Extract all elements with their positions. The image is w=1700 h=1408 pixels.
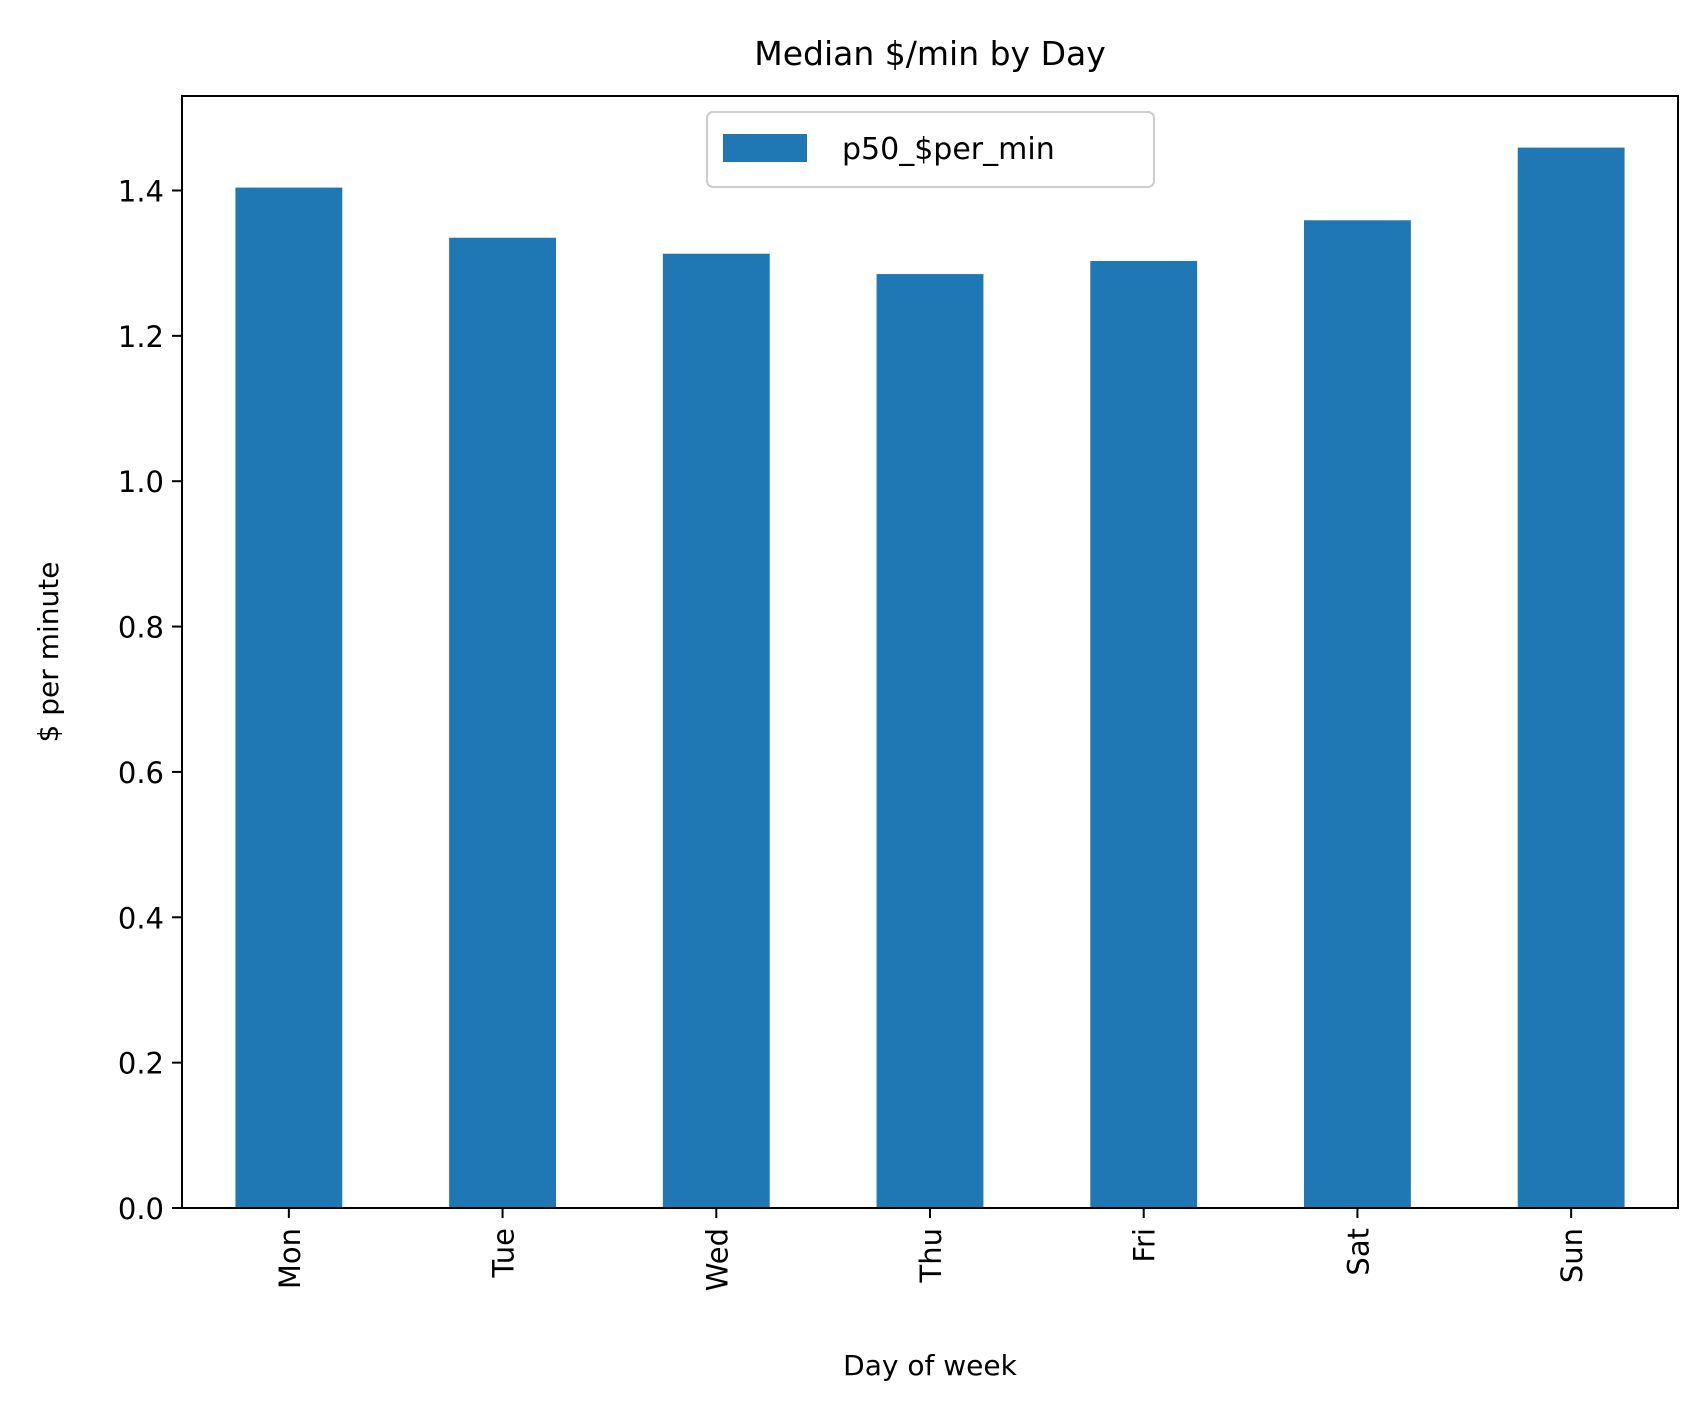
y-tick-label: 1.4 xyxy=(118,174,164,208)
y-tick-label: 0.0 xyxy=(118,1192,164,1226)
bar-wed xyxy=(662,253,770,1208)
legend-box xyxy=(706,111,1155,188)
y-tick-label: 0.6 xyxy=(118,756,164,790)
bar-mon xyxy=(235,187,343,1208)
bar-tue xyxy=(449,237,556,1209)
chart-title: Median $/min by Day xyxy=(754,34,1105,73)
x-tick-label: Thu xyxy=(914,1228,948,1283)
x-tick-label: Wed xyxy=(700,1228,734,1291)
legend-label: p50_$per_min xyxy=(842,132,1055,167)
y-tick-label: 1.2 xyxy=(118,320,164,354)
bars-group xyxy=(235,147,1625,1209)
bar-thu xyxy=(876,274,984,1208)
x-tick-label: Sun xyxy=(1555,1228,1589,1283)
legend-swatch xyxy=(723,134,807,162)
x-tick-label: Sat xyxy=(1341,1228,1375,1276)
y-axis-label: $ per minute xyxy=(32,562,65,743)
x-tick-label: Mon xyxy=(273,1228,307,1289)
legend: p50_$per_min xyxy=(706,111,1155,188)
y-tick-label: 0.2 xyxy=(118,1047,164,1081)
x-tick-label: Fri xyxy=(1128,1228,1162,1263)
x-axis-label: Day of week xyxy=(843,1349,1017,1382)
y-tick-label: 1.0 xyxy=(118,465,164,499)
y-axis: 0.0 0.2 0.4 0.6 0.8 1.0 1.2 1.4 xyxy=(118,174,182,1226)
y-tick-label: 0.4 xyxy=(118,901,164,935)
y-tick-label: 0.8 xyxy=(118,611,164,645)
bar-sun xyxy=(1517,147,1625,1208)
bar-sat xyxy=(1304,220,1411,1208)
x-axis: Mon Tue Wed Thu Fri Sat Sun xyxy=(273,1208,1589,1291)
bar-fri xyxy=(1090,260,1198,1208)
x-tick-label: Tue xyxy=(487,1228,521,1279)
